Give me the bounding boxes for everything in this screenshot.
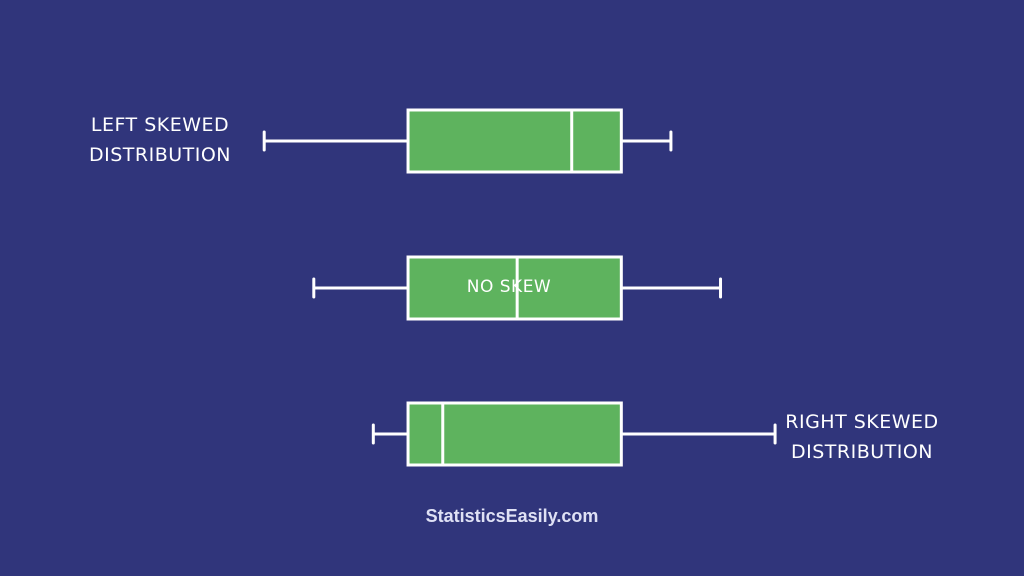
left-skewed-box	[406, 108, 623, 174]
left-skewed-label-line1: LEFT SKEWED	[90, 114, 230, 136]
no-skew-label: NO SKEW	[466, 277, 552, 297]
no-skew-box	[406, 255, 623, 321]
right-skewed-label-line1: RIGHT SKEWED	[785, 411, 939, 433]
left-skewed-label-line2: DISTRIBUTION	[88, 144, 232, 166]
right-skewed-box	[406, 401, 623, 467]
left-skewed-label: LEFT SKEWED DISTRIBUTION	[70, 110, 250, 170]
right-skewed-label-line2: DISTRIBUTION	[790, 441, 934, 463]
right-skewed-label: RIGHT SKEWED DISTRIBUTION	[772, 407, 952, 467]
brand-footer: StatisticsEasily.com	[425, 506, 599, 526]
